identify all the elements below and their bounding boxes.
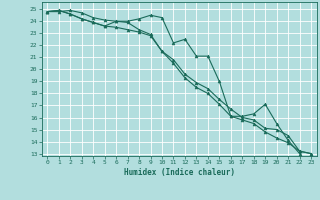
X-axis label: Humidex (Indice chaleur): Humidex (Indice chaleur): [124, 168, 235, 177]
